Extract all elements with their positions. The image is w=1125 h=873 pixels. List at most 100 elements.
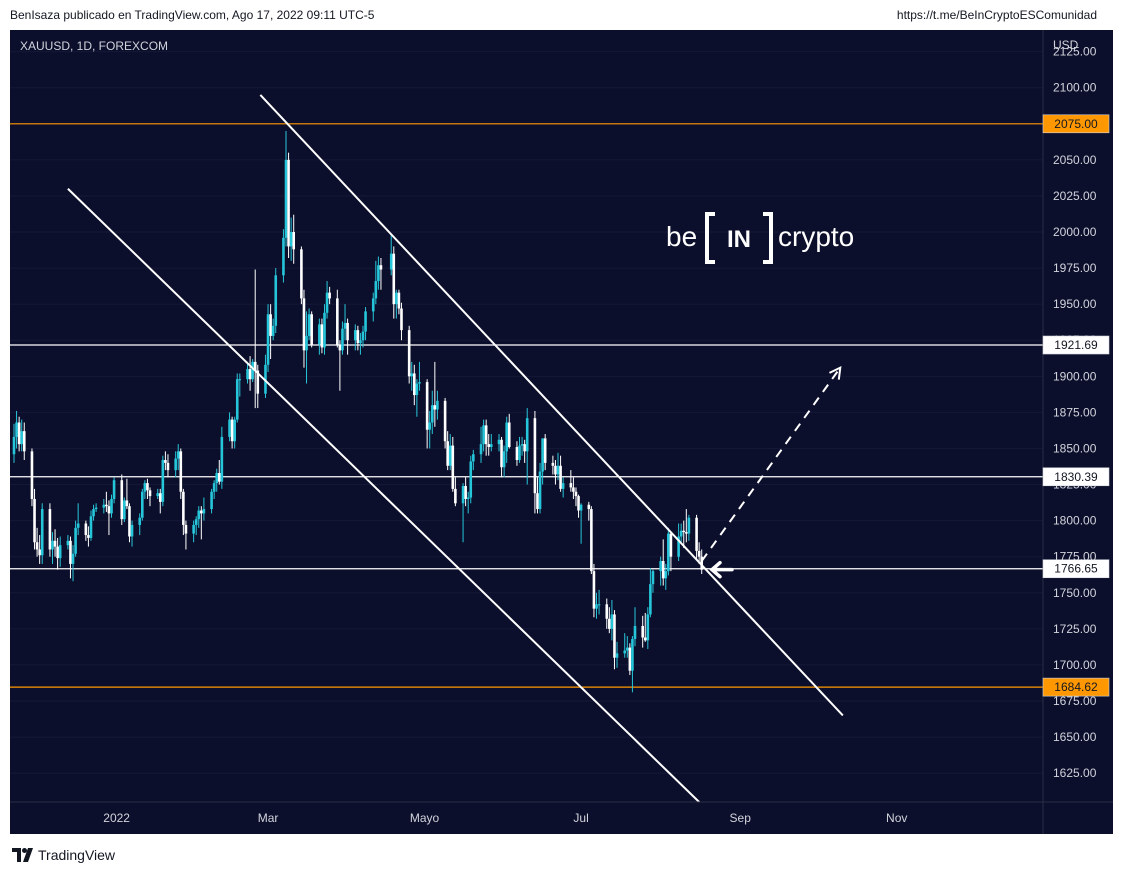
- candle-body: [448, 445, 452, 466]
- candle-body: [148, 490, 152, 497]
- candle: [266, 304, 270, 372]
- candle: [38, 535, 41, 564]
- candle: [430, 390, 434, 435]
- candle-body: [12, 436, 16, 455]
- candle: [69, 536, 72, 579]
- candle-body: [20, 431, 23, 445]
- candle-body: [597, 604, 601, 606]
- time-axis[interactable]: 2022 Mar Mayo Jul Sep Nov: [103, 811, 907, 825]
- trendlines: [67, 94, 844, 803]
- candle-body: [69, 540, 72, 564]
- candle-body: [651, 571, 655, 585]
- candle-body: [71, 553, 75, 564]
- y-tick-label: 1650.00: [1053, 730, 1097, 744]
- candle-body: [217, 472, 221, 482]
- candle: [58, 536, 62, 567]
- candle-body: [397, 292, 401, 309]
- candle-body: [625, 647, 629, 651]
- price-chart[interactable]: XAUUSD, 1D, FOREXCOM be IN crypto USD 16…: [10, 30, 1113, 834]
- candle: [464, 477, 467, 507]
- candle-body: [84, 523, 88, 536]
- candle: [130, 520, 134, 547]
- candle: [641, 615, 644, 648]
- candle: [320, 318, 324, 354]
- candle-body: [102, 504, 106, 508]
- candle: [307, 308, 311, 341]
- y-tick-label: 1625.00: [1053, 766, 1097, 780]
- price-axis[interactable]: [1043, 30, 1113, 834]
- candle: [30, 448, 34, 507]
- candle: [35, 527, 39, 557]
- candle-body: [318, 324, 321, 345]
- candle-body: [520, 444, 524, 446]
- candle-body: [489, 444, 493, 448]
- candle-body: [138, 517, 142, 525]
- candle: [184, 520, 188, 550]
- level-tag: [1042, 467, 1110, 487]
- candle-body: [356, 330, 360, 344]
- candle: [536, 477, 539, 514]
- candle-body: [130, 524, 134, 537]
- footer: TradingView: [12, 846, 115, 864]
- candle-body: [233, 419, 236, 442]
- chart-panel[interactable]: XAUUSD, 1D, FOREXCOM be IN crypto USD 16…: [10, 30, 1113, 834]
- candle: [33, 488, 36, 550]
- y-tick-label: 1800.00: [1053, 514, 1097, 528]
- candle-body: [300, 249, 303, 299]
- y-tick-label: 1750.00: [1053, 586, 1097, 600]
- candle: [20, 419, 23, 452]
- candle: [392, 246, 396, 319]
- candle-body: [256, 370, 260, 394]
- candle-body: [538, 471, 542, 510]
- candle: [661, 539, 665, 586]
- candle-body: [418, 382, 421, 384]
- candle-body: [500, 439, 503, 468]
- grid: [10, 51, 1043, 774]
- candle-body: [238, 379, 242, 381]
- community-link[interactable]: https://t.me/BeInCryptoESComunidad: [896, 8, 1097, 22]
- candle: [515, 441, 519, 466]
- candle-body: [633, 625, 637, 639]
- y-tick-label: 1950.00: [1053, 297, 1097, 311]
- candle-body: [310, 314, 313, 345]
- candle-body: [110, 498, 113, 514]
- candle: [235, 373, 239, 423]
- candle: [174, 451, 177, 478]
- candle-body: [94, 507, 98, 510]
- candle-body: [123, 500, 126, 520]
- candle-body: [379, 265, 383, 270]
- candle-body: [120, 480, 124, 520]
- candle-body: [248, 369, 252, 380]
- candle: [84, 520, 88, 541]
- tradingview-logo-icon: [12, 848, 33, 862]
- beincrypto-watermark: be IN crypto: [666, 212, 854, 264]
- candle-body: [307, 314, 311, 336]
- candle-body: [107, 506, 111, 514]
- candle-body: [661, 561, 665, 579]
- candle: [651, 569, 655, 593]
- candle: [377, 256, 380, 290]
- candle-body: [377, 265, 380, 282]
- y-tick-label: 2050.00: [1053, 153, 1097, 167]
- candle-body: [554, 465, 557, 475]
- candle: [361, 325, 365, 348]
- candle-body: [364, 311, 367, 332]
- candle-body: [664, 571, 668, 579]
- candle-body: [461, 485, 465, 504]
- candle: [448, 434, 452, 471]
- candle: [597, 589, 601, 615]
- candle-body: [628, 647, 632, 671]
- candle-body: [579, 504, 583, 511]
- candle: [418, 361, 421, 391]
- candle: [605, 598, 609, 629]
- candle-body: [74, 527, 77, 554]
- candle: [664, 563, 668, 590]
- candle: [469, 455, 473, 504]
- candle-body: [605, 604, 609, 619]
- candle-body: [469, 461, 473, 498]
- channel-upper-line: [259, 94, 844, 717]
- candle-body: [359, 340, 362, 344]
- candle: [436, 390, 439, 420]
- candle: [292, 214, 296, 264]
- candle-body: [287, 159, 290, 247]
